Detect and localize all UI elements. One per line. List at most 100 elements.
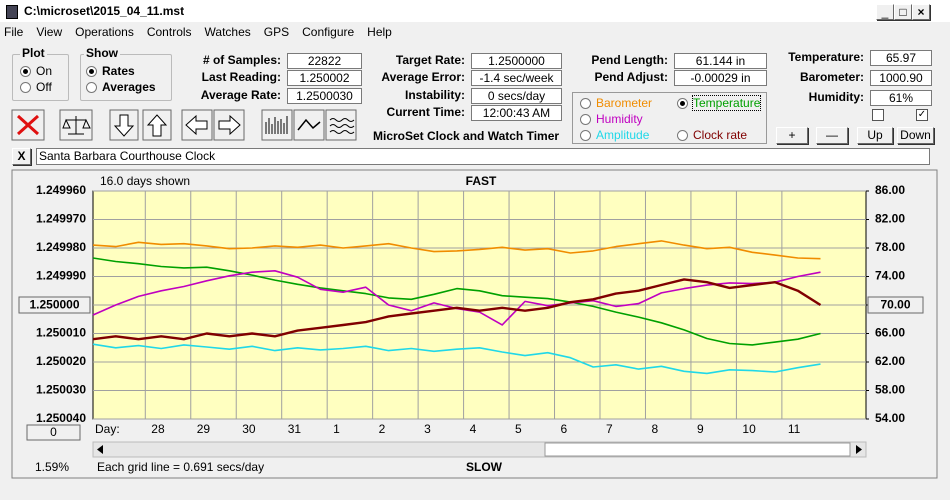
y-tick-label: 1.250040 (36, 411, 86, 425)
legend-entry[interactable]: Humidity (580, 112, 643, 126)
down-button[interactable] (109, 109, 139, 141)
radio (580, 114, 591, 126)
readout-value: 1.250002 (287, 70, 362, 86)
line-view-button[interactable] (293, 109, 325, 141)
x-tick-label: 8 (651, 422, 658, 436)
x-tick-label: 3 (424, 422, 431, 436)
readout-label: Average Error: (381, 70, 465, 84)
scroll-left-arrow (97, 445, 103, 454)
y-tick-label: 1.249970 (36, 212, 86, 226)
right-button[interactable] (213, 109, 245, 141)
x-tick-label: 29 (197, 422, 211, 436)
x-tick-label: 4 (470, 422, 477, 436)
checkbox[interactable] (872, 109, 884, 121)
group-title: Show (84, 46, 120, 60)
zoom-button[interactable] (26, 424, 81, 441)
wave-view-button[interactable] (325, 109, 357, 141)
balance-button[interactable] (59, 109, 93, 141)
menu-item[interactable]: Operations (75, 25, 134, 39)
readout-label: # of Samples: (202, 53, 281, 67)
readout-value: 1000.90 (870, 70, 932, 86)
checkbox[interactable]: ✓ (916, 109, 928, 121)
legend-entry[interactable]: Clock rate (677, 128, 747, 142)
y2-center-button[interactable] (867, 296, 924, 314)
close-button[interactable]: × (912, 4, 930, 20)
legend-label: Clock rate (693, 128, 748, 142)
stop-button[interactable] (11, 109, 45, 141)
percent-label: 1.59% (35, 460, 69, 474)
x-tick-label: 7 (606, 422, 613, 436)
readout-label: Pend Adjust: (594, 70, 668, 84)
readout-label: Last Reading: (201, 70, 281, 84)
radio (580, 98, 591, 110)
radio (20, 66, 31, 78)
legend-box (572, 92, 767, 144)
menu-item[interactable]: Configure (302, 25, 355, 39)
series-line (92, 343, 821, 375)
readout-label: Current Time: (386, 105, 465, 119)
maximize-button[interactable]: □ (894, 4, 912, 20)
menu-item[interactable]: Controls (146, 25, 192, 39)
grid-note: Each grid line = 0.691 secs/day (97, 460, 264, 474)
y2-tick-label: 74.00 (875, 269, 905, 283)
minus-button[interactable]: — (816, 127, 848, 144)
legend-label: Temperature (691, 95, 762, 111)
readout-value: 65.97 (870, 50, 932, 66)
x-tick-label: 30 (242, 422, 256, 436)
radio-option[interactable]: Averages (86, 80, 156, 94)
zoom-button-label: 0 (50, 425, 57, 439)
menu-item[interactable]: GPS (263, 25, 290, 39)
y-tick-label: 1.250020 (36, 354, 86, 368)
readout-label: Humidity: (808, 90, 864, 104)
left-button[interactable] (181, 109, 213, 141)
x-tick-label: 31 (288, 422, 302, 436)
days-shown: 16.0 days shown (100, 174, 190, 188)
readout-value: 0 secs/day (471, 88, 562, 104)
plus-button[interactable]: + (776, 127, 808, 144)
y-tick-label: 1.249960 (36, 183, 86, 197)
menu-item[interactable]: File (4, 25, 24, 39)
scroll-thumb[interactable] (544, 442, 851, 457)
radio-option[interactable]: On (20, 64, 52, 78)
y-tick-label: 1.249990 (36, 269, 86, 283)
x-axis-label: Day: (95, 422, 120, 436)
group-title: Plot (20, 46, 47, 60)
menu-item[interactable]: Help (367, 25, 392, 39)
down-button[interactable]: Down (897, 127, 934, 144)
option-label: Rates (102, 64, 135, 78)
legend-label: Amplitude (596, 128, 650, 142)
menu-item[interactable]: View (36, 25, 63, 39)
y-tick-label: 1.250010 (36, 326, 86, 340)
up-button[interactable]: Up (857, 127, 893, 144)
x-tick-label: 5 (515, 422, 522, 436)
clear-note-button[interactable]: X (12, 148, 31, 165)
legend-entry[interactable]: Barometer (580, 96, 652, 110)
readout-value: 61.144 in (674, 53, 767, 69)
y-tick-label: 1.249980 (36, 240, 86, 254)
minimize-button[interactable]: _ (876, 4, 894, 20)
bars-view-button[interactable] (261, 109, 293, 141)
offset-button[interactable] (18, 296, 91, 314)
option-label: On (36, 64, 53, 78)
radio-option[interactable]: Rates (86, 64, 135, 78)
legend-entry[interactable]: Temperature (677, 95, 762, 111)
menu-bar: File View Operations Controls Watches GPS Conf… (4, 25, 392, 39)
series-line (92, 240, 821, 260)
offset-button-label: 1.250000 (29, 298, 79, 312)
menu-item[interactable]: Watches (204, 25, 251, 39)
y2-tick-label: 62.00 (875, 354, 905, 368)
note-field[interactable]: Santa Barbara Courthouse Clock (36, 148, 930, 165)
top-label: FAST (466, 174, 497, 188)
legend-entry[interactable]: Amplitude (580, 128, 649, 142)
radio-option[interactable]: Off (20, 80, 52, 94)
window-title: C:\microset\2015_04_11.mst (24, 4, 185, 18)
y2-tick-label: 58.00 (875, 383, 905, 397)
x-tick-label: 28 (151, 422, 165, 436)
readout-value: 1.2500000 (471, 53, 562, 69)
scroll-right-arrow (856, 445, 862, 454)
x-tick-label: 1 (333, 422, 340, 436)
readout-value: -1.4 sec/week (471, 70, 562, 86)
up-button[interactable] (142, 109, 172, 141)
radio (677, 130, 688, 142)
readout-label: Pend Length: (591, 53, 668, 67)
